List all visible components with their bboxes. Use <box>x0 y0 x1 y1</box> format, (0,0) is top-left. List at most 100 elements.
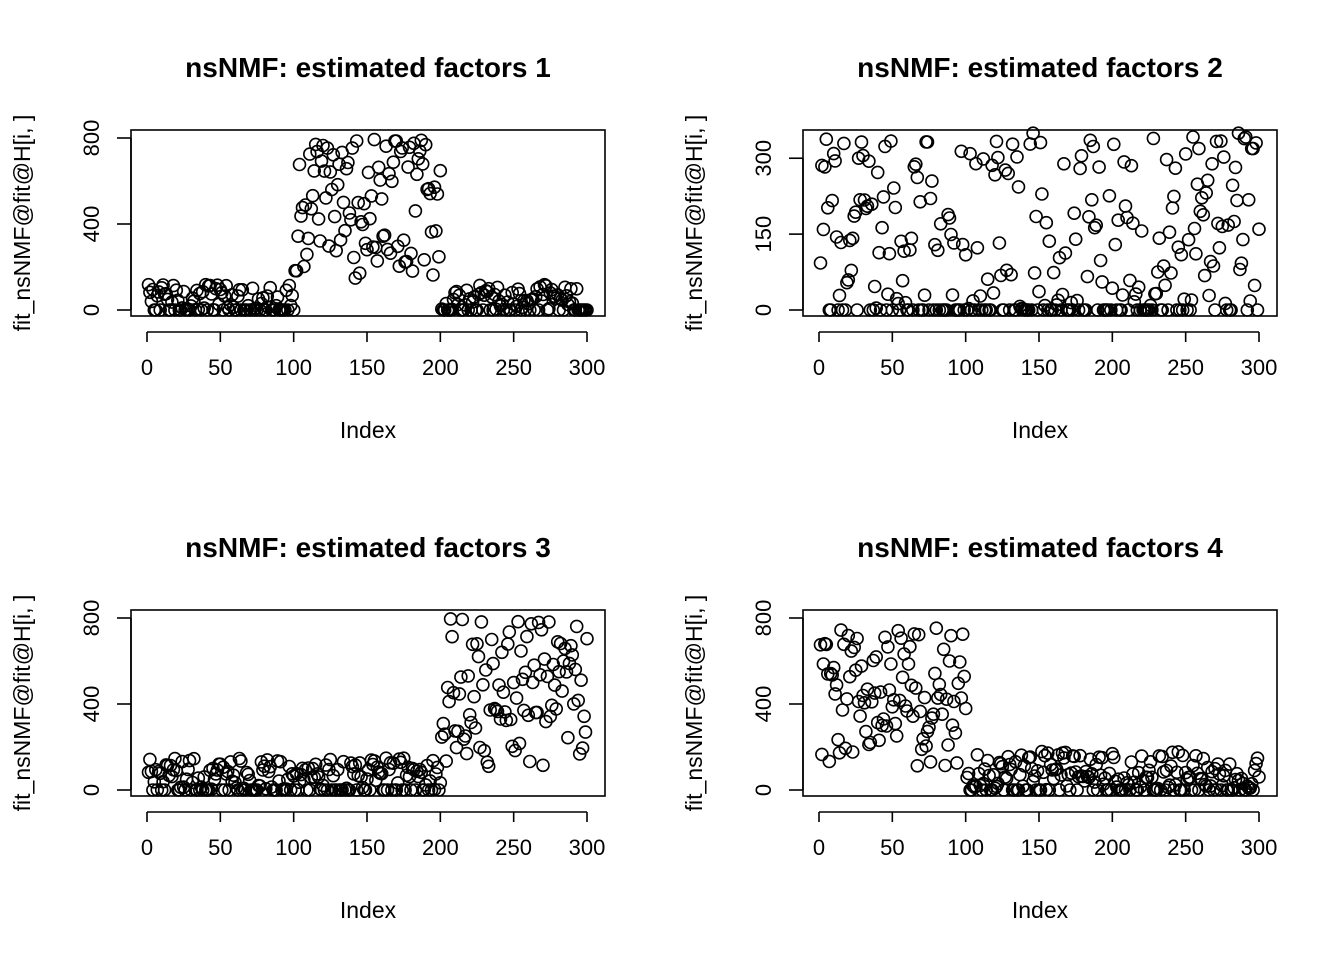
data-point <box>1087 220 1102 235</box>
y-tick-label: 400 <box>751 686 776 723</box>
data-point <box>239 765 254 780</box>
data-point <box>826 660 841 675</box>
data-point <box>1082 210 1096 224</box>
data-point <box>879 303 894 317</box>
data-point <box>1071 303 1086 317</box>
data-point <box>1123 783 1137 797</box>
data-point <box>976 152 991 166</box>
data-point <box>308 757 323 772</box>
data-point <box>930 243 945 258</box>
data-point <box>518 665 533 680</box>
data-point <box>143 285 157 300</box>
data-point <box>204 782 219 797</box>
data-point <box>374 766 389 781</box>
data-point <box>405 264 420 278</box>
data-point <box>873 685 888 699</box>
data-point <box>1217 150 1231 164</box>
data-point <box>314 154 329 168</box>
data-point <box>904 231 919 246</box>
data-point <box>481 759 496 774</box>
data-point <box>433 775 448 790</box>
data-point <box>307 770 322 785</box>
data-point <box>884 134 898 148</box>
data-point <box>339 781 354 796</box>
y-tick-label: 400 <box>79 686 104 723</box>
data-point <box>1252 770 1266 784</box>
data-point <box>876 190 891 204</box>
data-point <box>474 615 489 629</box>
data-point <box>476 677 490 692</box>
data-point <box>533 667 547 682</box>
data-point <box>1184 293 1199 307</box>
data-point <box>449 284 464 299</box>
data-point <box>867 279 882 294</box>
x-tick-label: 200 <box>1094 355 1131 380</box>
data-point <box>889 729 904 743</box>
data-point <box>1162 225 1177 239</box>
data-point <box>396 233 411 247</box>
data-point <box>561 730 575 745</box>
data-point <box>1095 275 1109 289</box>
data-point <box>418 137 433 152</box>
data-point <box>1239 130 1253 144</box>
data-point <box>1124 158 1139 173</box>
data-point <box>923 191 938 206</box>
data-point <box>961 766 976 781</box>
data-point <box>468 721 483 735</box>
data-point <box>1117 155 1131 169</box>
x-tick-label: 100 <box>275 835 312 860</box>
data-point <box>842 233 857 248</box>
data-point <box>1167 783 1181 797</box>
data-point <box>819 132 834 146</box>
data-point <box>1228 160 1243 175</box>
data-point <box>478 663 493 677</box>
data-point <box>1032 284 1046 299</box>
data-point <box>922 720 936 735</box>
data-point <box>1171 240 1186 254</box>
data-point <box>493 712 508 726</box>
data-point <box>495 645 509 660</box>
data-point <box>569 281 584 296</box>
data-point <box>955 237 970 252</box>
data-point <box>149 303 163 317</box>
data-point <box>955 627 970 642</box>
data-point <box>1171 745 1186 759</box>
data-point <box>1030 763 1045 778</box>
data-point <box>1042 783 1057 797</box>
data-point <box>1246 783 1260 797</box>
data-point <box>568 662 583 677</box>
data-point <box>1170 765 1184 780</box>
data-point <box>1167 189 1181 204</box>
data-point <box>903 639 917 654</box>
data-point <box>1244 776 1259 791</box>
data-point <box>300 783 314 797</box>
x-tick-label: 250 <box>495 355 532 380</box>
x-tick-label: 100 <box>947 835 984 860</box>
data-point <box>1164 266 1178 280</box>
data-point <box>531 303 546 317</box>
y-tick-label: 150 <box>751 216 776 253</box>
data-point <box>323 752 338 767</box>
data-point <box>229 781 244 795</box>
data-point <box>156 278 170 292</box>
data-point <box>575 741 590 755</box>
x-tick-label: 300 <box>1241 835 1278 860</box>
data-point <box>363 783 377 797</box>
data-point <box>565 648 580 662</box>
data-point <box>1212 241 1227 255</box>
data-point <box>395 141 410 155</box>
data-point <box>845 745 860 759</box>
data-point <box>1038 748 1052 763</box>
data-point <box>285 766 300 781</box>
data-point <box>398 783 412 797</box>
x-tick-label: 200 <box>422 355 459 380</box>
data-point <box>1181 232 1196 247</box>
data-point <box>992 236 1007 250</box>
data-point <box>1197 268 1212 283</box>
data-point <box>1024 761 1039 776</box>
data-point <box>1192 141 1206 156</box>
data-point <box>235 282 250 297</box>
data-point <box>925 174 939 188</box>
data-point <box>263 280 278 295</box>
scatter-points <box>141 132 594 317</box>
